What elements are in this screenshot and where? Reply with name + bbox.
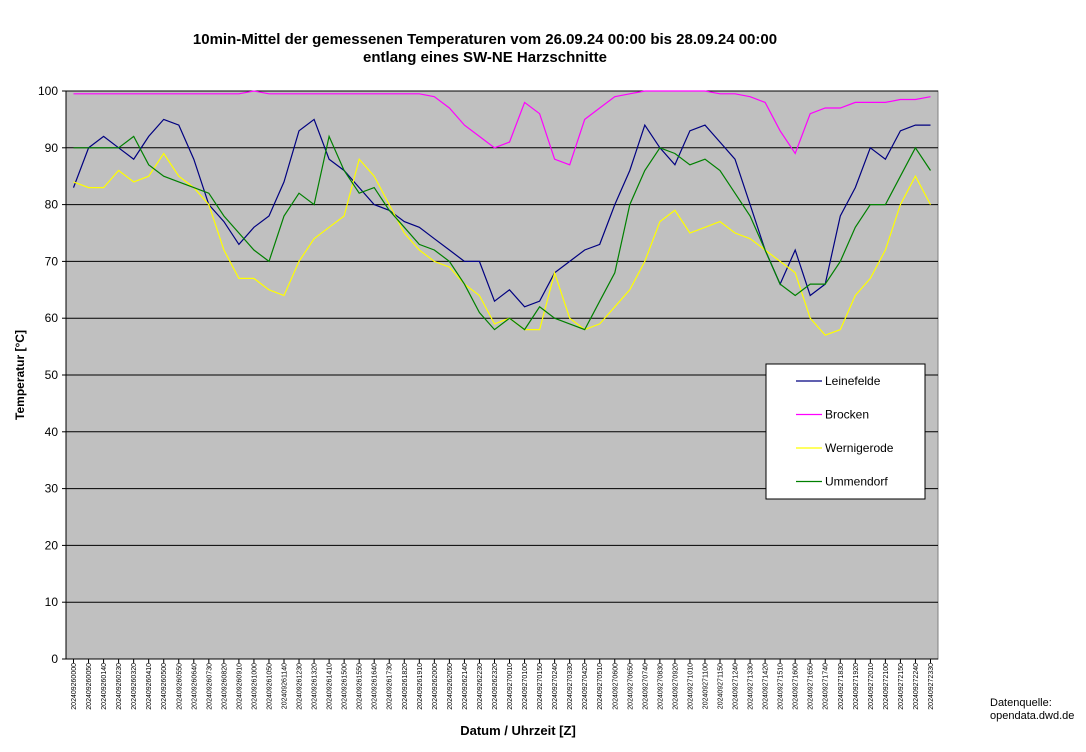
- x-tick-label: 202409270420: [582, 663, 589, 710]
- x-tick-label: 202409271650: [808, 663, 815, 710]
- x-tick-label: 202409271510: [778, 663, 785, 710]
- x-tick-label: 202409272100: [883, 663, 890, 710]
- x-tick-label: 202409262320: [492, 663, 499, 710]
- x-tick-label: 202409270830: [657, 663, 664, 710]
- x-tick-label: 202409261140: [282, 663, 289, 709]
- x-tick-label: 202409271830: [838, 663, 845, 710]
- x-tick-label: 202409261000: [251, 663, 258, 710]
- y-tick-label: 60: [45, 311, 59, 325]
- x-tick-label: 202409260050: [86, 663, 93, 710]
- x-tick-label: 202409270240: [552, 663, 559, 710]
- y-tick-label: 70: [45, 254, 59, 268]
- x-tick-label: 202409261050: [266, 663, 273, 710]
- y-tick-label: 20: [45, 538, 59, 552]
- y-tick-label: 40: [45, 425, 59, 439]
- x-tick-label: 202409271600: [793, 663, 800, 710]
- legend-label: Ummendorf: [825, 475, 888, 489]
- y-tick-label: 80: [45, 198, 59, 212]
- x-tick-label: 202409260910: [236, 663, 243, 710]
- x-tick-label: 202409260550: [176, 663, 183, 710]
- x-tick-label: 202409270600: [612, 663, 619, 710]
- y-tick-label: 90: [45, 141, 59, 155]
- series-line: [73, 134, 931, 331]
- x-tick-label: 202409260640: [191, 663, 198, 710]
- x-tick-label: 202409272150: [898, 663, 905, 710]
- x-tick-label: 202409261500: [342, 663, 349, 710]
- x-tick-label: 202409262050: [447, 663, 454, 710]
- x-tick-label: 202409262000: [432, 663, 439, 710]
- x-tick-label: 202409261320: [312, 663, 319, 710]
- y-tick-label: 0: [51, 652, 58, 666]
- x-tick-label: 202409271150: [718, 663, 725, 709]
- x-tick-label: 202409261910: [417, 663, 424, 710]
- x-tick-label: 202409271740: [823, 663, 830, 710]
- x-tick-label: 202409270920: [672, 663, 679, 710]
- y-axis-label: Temperatur [°C]: [13, 330, 27, 420]
- x-tick-label: 202409261550: [357, 663, 364, 710]
- source-note: Datenquelle:: [990, 697, 1052, 709]
- x-tick-label: 202409261820: [402, 663, 409, 710]
- x-tick-label: 202409262140: [462, 663, 469, 710]
- x-tick-label: 202409270510: [597, 663, 604, 710]
- chart-subtitle: entlang eines SW-NE Harzschnitte: [363, 49, 607, 66]
- y-tick-label: 100: [38, 84, 58, 98]
- x-tick-label: 202409271330: [748, 663, 755, 710]
- x-tick-label: 202409272240: [913, 663, 920, 710]
- x-tick-label: 202409261230: [297, 663, 304, 710]
- legend-label: Brocken: [825, 408, 869, 422]
- legend-label: Leinefelde: [825, 374, 881, 388]
- source-note: opendata.dwd.de: [990, 710, 1074, 722]
- y-tick-label: 30: [45, 482, 59, 496]
- series-line: [73, 152, 932, 336]
- x-tick-label: 202409271100: [702, 663, 709, 709]
- legend-box: [765, 363, 926, 500]
- y-tick-label: 50: [45, 368, 59, 382]
- x-tick-label: 202409261640: [372, 663, 379, 710]
- x-tick-label: 202409272330: [928, 663, 935, 710]
- x-tick-label: 202409271420: [763, 663, 770, 710]
- x-tick-label: 202409270150: [537, 663, 544, 710]
- x-tick-label: 202409262230: [477, 663, 484, 710]
- y-tick-label: 10: [45, 595, 59, 609]
- x-tick-label: 202409260820: [221, 663, 228, 710]
- x-tick-label: 202409260230: [116, 663, 123, 710]
- x-tick-label: 202409270650: [627, 663, 634, 710]
- x-tick-label: 202409261730: [387, 663, 394, 710]
- x-tick-label: 202409260320: [131, 663, 138, 710]
- x-tick-label: 202409270100: [522, 663, 529, 710]
- x-axis-label: Datum / Uhrzeit [Z]: [460, 723, 576, 738]
- x-tick-label: 202409272010: [868, 663, 875, 710]
- x-tick-label: 202409260500: [161, 663, 168, 710]
- x-tick-label: 202409260410: [146, 663, 153, 710]
- x-tick-label: 202409270330: [567, 663, 574, 710]
- x-tick-label: 202409270740: [642, 663, 649, 710]
- x-tick-label: 202409271920: [853, 663, 860, 710]
- chart-title: 10min-Mittel der gemessenen Temperaturen…: [193, 31, 777, 48]
- series-line: [73, 90, 931, 166]
- x-tick-label: 202409260140: [101, 663, 108, 710]
- x-tick-label: 202409271240: [733, 663, 740, 710]
- x-tick-label: 202409271010: [687, 663, 694, 710]
- x-tick-label: 202409261410: [327, 663, 334, 710]
- x-tick-label: 202409260000: [71, 663, 78, 710]
- legend-label: Wernigerode: [825, 441, 894, 455]
- x-tick-label: 202409260730: [206, 663, 213, 710]
- x-tick-label: 202409270010: [507, 663, 514, 710]
